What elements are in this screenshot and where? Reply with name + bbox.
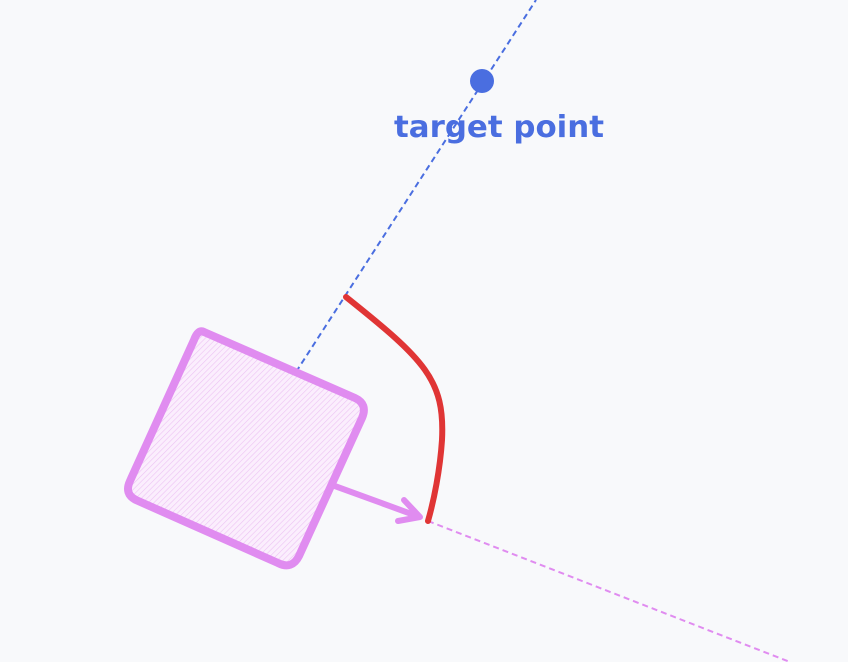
heading-guide-line — [427, 520, 791, 662]
target-point-dot[interactable] — [470, 69, 494, 93]
heading-arrow-icon — [329, 482, 423, 524]
target-point-label: target point — [394, 110, 604, 145]
rotated-square[interactable] — [124, 327, 368, 570]
target-guide-line — [295, 0, 537, 373]
rotation-arc — [343, 294, 446, 524]
